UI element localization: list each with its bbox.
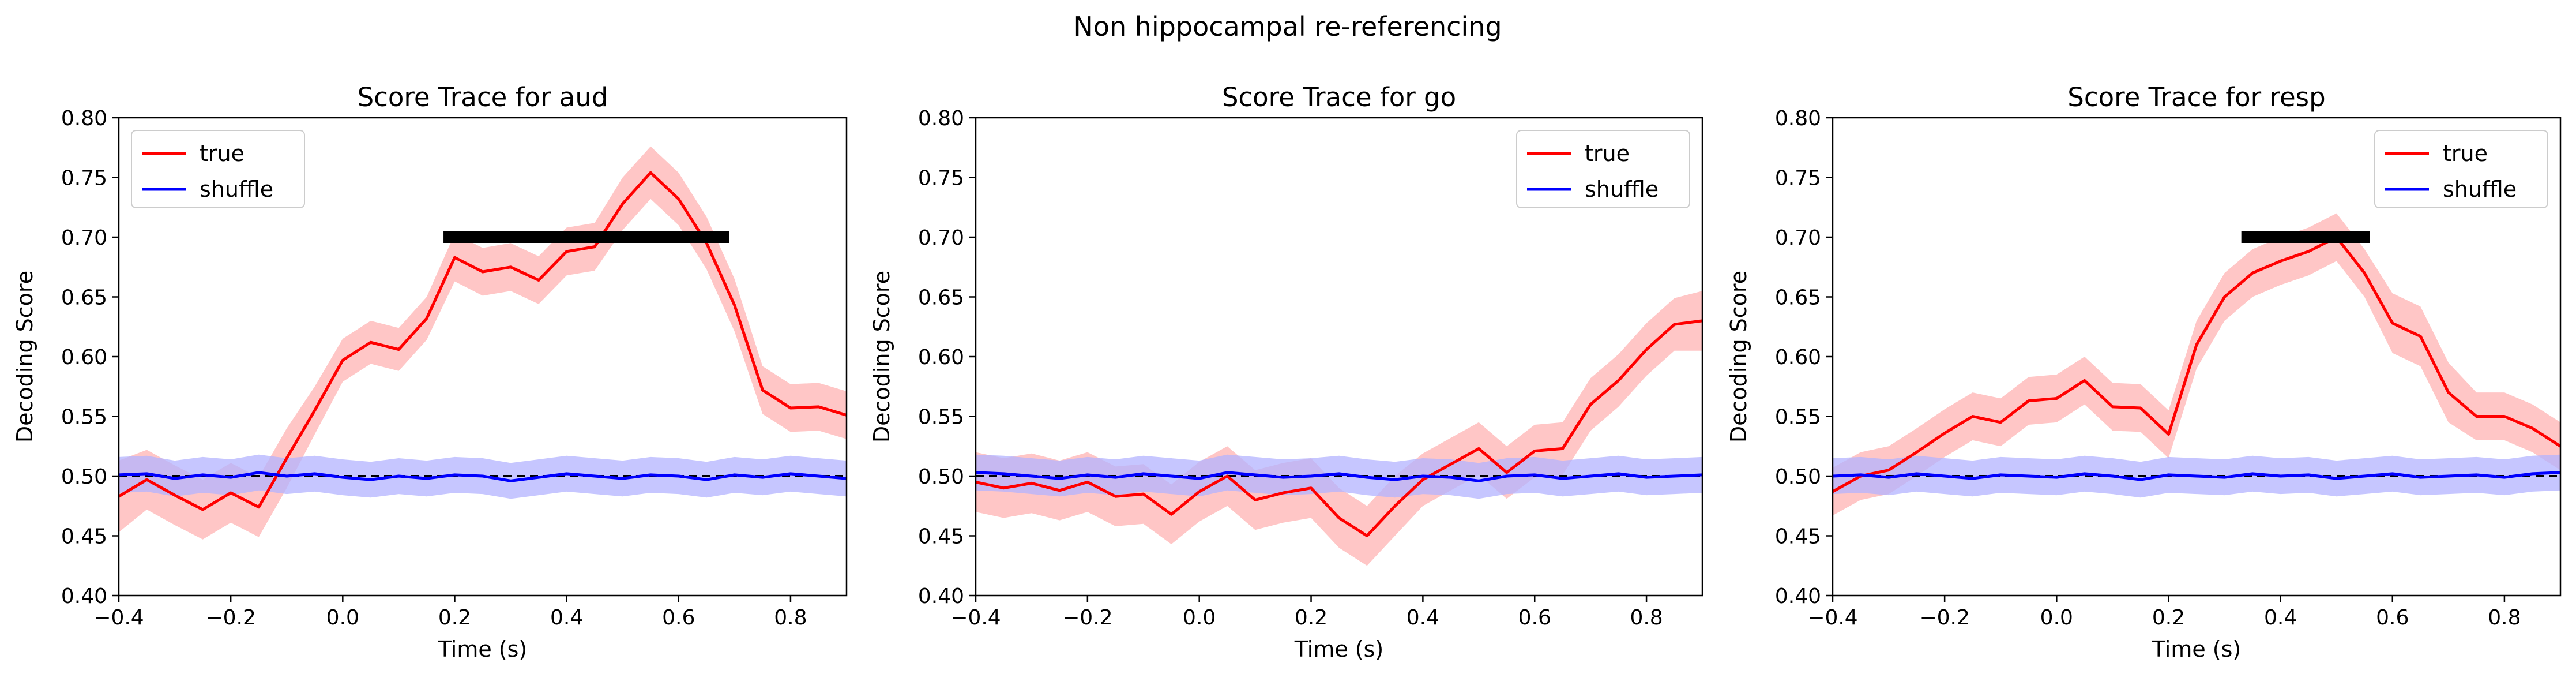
x-axis-label: Time (s)	[1294, 637, 1384, 662]
chart-panel-2: −0.4 −0.2 0.0 0.2 0.4 0.6 0.8 0.40 0.45 0.50 0.55 0…	[869, 82, 1703, 662]
legend-label-true: true	[2443, 141, 2488, 166]
series-line-shuffle	[1833, 471, 2560, 481]
x-tick-label: −0.4	[1807, 606, 1857, 630]
plot-area	[1833, 213, 2560, 516]
y-tick-label: 0.55	[918, 406, 964, 429]
y-tick-label: 0.55	[1775, 406, 1821, 429]
y-tick-label: 0.50	[1775, 465, 1821, 489]
series-line-shuffle	[119, 471, 847, 482]
series-line-true	[119, 171, 847, 511]
x-tick-label: 0.2	[1295, 606, 1328, 630]
y-axis-label: Decoding Score	[869, 271, 894, 443]
x-tick-label: 0.8	[1630, 606, 1663, 630]
y-tick-label: 0.50	[61, 465, 107, 489]
plot-area	[119, 146, 847, 540]
legend-label-shuffle: shuffle	[200, 177, 273, 202]
significance-bar	[443, 231, 729, 243]
series-line-true	[1833, 235, 2560, 493]
y-tick-label: 0.80	[61, 107, 107, 130]
x-tick-label: 0.2	[438, 606, 471, 630]
confidence-band-true	[1833, 213, 2560, 516]
y-tick-label: 0.65	[918, 286, 964, 310]
chart-title: Score Trace for aud	[358, 82, 608, 113]
series-line-true	[976, 319, 1702, 537]
y-tick-label: 0.40	[918, 585, 964, 608]
y-axis-label: Decoding Score	[12, 271, 37, 443]
y-tick-label: 0.75	[918, 167, 964, 190]
x-tick-label: 0.8	[774, 606, 807, 630]
legend-label-shuffle: shuffle	[2443, 177, 2517, 202]
x-tick-label: 0.6	[2376, 606, 2409, 630]
chart-panel-1: −0.4 −0.2 0.0 0.2 0.4 0.6 0.8 0.40 0.45 0.50 0.55 0…	[12, 82, 848, 662]
y-tick-label: 0.40	[1775, 585, 1821, 608]
x-tick-label: −0.4	[93, 606, 144, 630]
legend: true shuffle	[1516, 130, 1690, 208]
y-tick-label: 0.65	[1775, 286, 1821, 310]
x-tick-label: 0.2	[2152, 606, 2185, 630]
x-tick-label: 0.6	[1518, 606, 1551, 630]
series-line-shuffle	[976, 471, 1702, 482]
y-tick-label: 0.45	[1775, 525, 1821, 549]
x-tick-label: −0.2	[1919, 606, 1969, 630]
x-tick-label: −0.2	[205, 606, 255, 630]
y-tick-label: 0.80	[1775, 107, 1821, 130]
legend: true shuffle	[131, 130, 305, 208]
y-tick-label: 0.70	[61, 226, 107, 250]
confidence-band-true	[976, 291, 1702, 566]
y-tick-label: 0.75	[61, 167, 107, 190]
legend: true shuffle	[2374, 130, 2548, 208]
y-tick-label: 0.60	[1775, 346, 1821, 369]
x-axis-label: Time (s)	[2152, 637, 2242, 662]
y-tick-label: 0.60	[918, 346, 964, 369]
legend-label-true: true	[1585, 141, 1630, 166]
x-tick-label: 0.0	[1183, 606, 1216, 630]
legend-label-true: true	[200, 141, 245, 166]
figure-suptitle: Non hippocampal re-referencing	[1073, 11, 1502, 42]
x-tick-label: 0.4	[550, 606, 583, 630]
x-tick-label: 0.4	[2264, 606, 2297, 630]
legend-label-shuffle: shuffle	[1585, 177, 1659, 202]
y-tick-label: 0.50	[918, 465, 964, 489]
x-tick-label: 0.8	[2488, 606, 2521, 630]
chart-panel-3: −0.4 −0.2 0.0 0.2 0.4 0.6 0.8 0.40 0.45 0.50 0.55 0…	[1726, 82, 2562, 662]
y-tick-label: 0.75	[1775, 167, 1821, 190]
significance-bar	[2241, 231, 2370, 243]
x-tick-label: 0.0	[326, 606, 359, 630]
y-tick-label: 0.45	[918, 525, 964, 549]
y-tick-label: 0.70	[918, 226, 964, 250]
chart-title: Score Trace for resp	[2067, 82, 2325, 113]
y-tick-label: 0.60	[61, 346, 107, 369]
y-tick-label: 0.40	[61, 585, 107, 608]
y-tick-label: 0.80	[918, 107, 964, 130]
y-tick-label: 0.65	[61, 286, 107, 310]
y-axis-label: Decoding Score	[1726, 271, 1751, 443]
y-tick-label: 0.55	[61, 406, 107, 429]
chart-title: Score Trace for go	[1222, 82, 1456, 113]
x-tick-label: −0.2	[1062, 606, 1112, 630]
plot-area	[976, 291, 1702, 566]
y-tick-label: 0.45	[61, 525, 107, 549]
y-tick-label: 0.70	[1775, 226, 1821, 250]
confidence-band-true	[119, 146, 847, 540]
x-tick-label: 0.0	[2040, 606, 2073, 630]
x-axis-label: Time (s)	[438, 637, 528, 662]
x-tick-label: −0.4	[950, 606, 1001, 630]
x-tick-label: 0.4	[1407, 606, 1439, 630]
x-tick-label: 0.6	[662, 606, 695, 630]
